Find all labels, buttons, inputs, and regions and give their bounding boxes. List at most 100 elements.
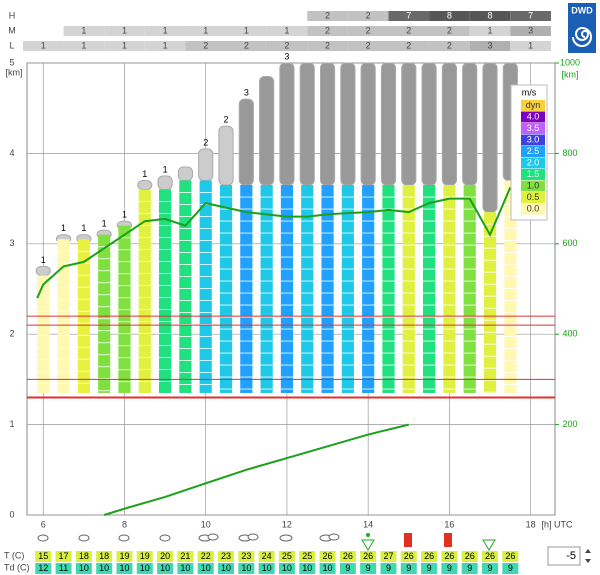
x-tick-label: 6 (41, 519, 46, 529)
column (260, 185, 273, 393)
column (423, 185, 436, 393)
column (219, 185, 233, 393)
cloud-value: 2 (203, 40, 208, 50)
column (37, 275, 50, 393)
temp-value: 10 (79, 563, 89, 573)
spinner-box[interactable] (547, 546, 581, 566)
cloud-cell (469, 26, 511, 36)
cloud-value: 1 (528, 40, 533, 50)
temp-cell (258, 551, 275, 562)
temp-cell (177, 563, 194, 574)
cloud-value: 1 (81, 25, 86, 35)
temp-cell (482, 563, 499, 574)
temp-value: 18 (79, 551, 89, 561)
cloud-value: 2 (366, 25, 371, 35)
y2-tick-label: 1000 (560, 57, 580, 67)
cloud-value: 1 (244, 25, 249, 35)
cloud-label: 3 (244, 88, 249, 98)
cloud-value: 2 (366, 40, 371, 50)
temp-cell (218, 551, 235, 562)
cloud-column (340, 62, 356, 186)
temp-value: 12 (38, 563, 48, 573)
cloud-column (319, 62, 336, 186)
line (36, 186, 512, 299)
temp-cell (238, 563, 255, 574)
temp-cell (299, 551, 316, 562)
cloud-value: 1 (41, 40, 46, 50)
cloud-label: 1 (61, 223, 66, 233)
cloud-cell (469, 11, 511, 21)
cloud-label: 1 (81, 223, 86, 233)
temp-cell (319, 563, 336, 574)
legend-swatch (521, 157, 545, 169)
temp-value: 23 (221, 551, 231, 561)
cloud-label: 1 (142, 169, 147, 179)
spinner[interactable]: -5 (547, 546, 591, 566)
x-tick-label: 16 (444, 519, 454, 529)
cloud-column (482, 62, 498, 213)
cloud-label: 1 (163, 164, 168, 174)
y-tick-label: 0 (9, 509, 14, 519)
temp-cell (218, 563, 235, 574)
logo-spiral (572, 26, 592, 47)
legend-label: 0.5 (527, 192, 540, 202)
temp-value: 10 (323, 563, 333, 573)
cloud-cell (388, 26, 430, 36)
temp-value: 26 (404, 551, 414, 561)
cloud-value: 2 (406, 25, 411, 35)
column (341, 185, 354, 393)
y-axis-label: [km] (6, 67, 23, 77)
temp-value: 10 (140, 563, 150, 573)
x-tick-label: 12 (282, 519, 292, 529)
temp-cell (35, 551, 52, 562)
cloud-value: 2 (325, 10, 330, 20)
legend-swatch (521, 146, 545, 157)
legend-title: m/s (522, 87, 537, 97)
temp-value: 26 (343, 551, 353, 561)
temp-value: 26 (363, 551, 373, 561)
temp-cell (360, 563, 377, 574)
cloud-cell (347, 11, 389, 21)
cloud-column (238, 98, 254, 186)
column (402, 185, 415, 393)
cloud-label: 1 (122, 210, 127, 220)
temp-value: 26 (465, 551, 475, 561)
spinner-value[interactable]: -5 (566, 550, 576, 562)
temp-value: 10 (201, 563, 211, 573)
column (138, 189, 151, 393)
legend-swatch (521, 111, 545, 123)
cloud-column (177, 166, 193, 182)
legend-label: 2.5 (527, 146, 540, 156)
temp-value: 9 (488, 563, 493, 573)
temp-cell (441, 563, 458, 574)
cloud-column (35, 265, 51, 276)
cloud-value: 1 (163, 40, 168, 50)
cloud-column (218, 125, 234, 186)
temp-cell (55, 551, 72, 562)
temp-cell (35, 563, 52, 574)
cloud-column (198, 148, 214, 182)
cloud-cell (510, 26, 551, 36)
temp-value: 21 (180, 551, 190, 561)
legend-label: 2.0 (527, 157, 540, 167)
temp-value: 10 (180, 563, 190, 573)
temp-value: 26 (485, 551, 495, 561)
legend-label: 3.5 (527, 123, 540, 133)
cloud-cell (144, 26, 186, 36)
cloud-column (259, 76, 275, 186)
cloud-column (401, 62, 417, 186)
temp-cell (339, 551, 356, 562)
temp-value: 26 (424, 551, 434, 561)
cloud-cell (307, 26, 348, 36)
temp-cell (482, 551, 499, 562)
temp-cell (136, 563, 153, 574)
temp-cell (461, 563, 478, 574)
cloud-value: 3 (528, 25, 533, 35)
cloud-cell (469, 41, 511, 51)
spinner-arrows[interactable] (585, 549, 591, 563)
temp-cell (278, 563, 295, 574)
temp-value: 11 (59, 563, 68, 573)
column (98, 234, 111, 393)
cloud-value: 2 (325, 40, 330, 50)
temp-value: 27 (383, 551, 393, 561)
